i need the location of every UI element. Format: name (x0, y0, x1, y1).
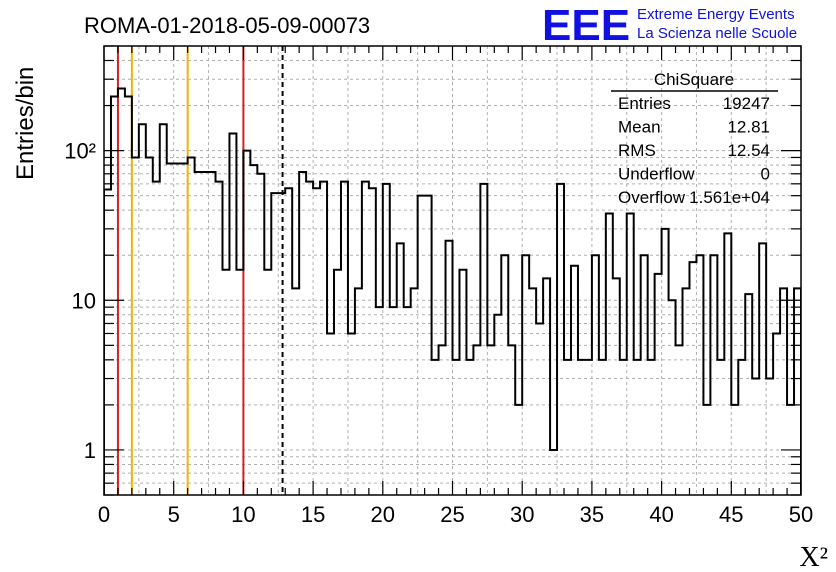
x-tick-label: 35 (580, 502, 604, 527)
y-tick-labels: 1 10 10² (64, 139, 96, 463)
stats-row-value: 12.54 (727, 141, 770, 160)
logo-line2: La Scienza nelle Scuole (637, 25, 797, 42)
marker-lines (116, 46, 284, 495)
stats-row-value: 1.561e+04 (689, 188, 770, 207)
stats-box: ChiSquare Entries 19247 Mean 12.81 RMS 12.54 U… (611, 70, 778, 207)
histogram-series (104, 87, 801, 495)
x-tick-label: 50 (789, 502, 813, 527)
x-tick-label: 0 (98, 502, 110, 527)
x-tick-label: 10 (231, 502, 255, 527)
x-tick-labels: 0 5 10 15 20 25 30 35 40 45 50 (98, 502, 813, 527)
stats-row-value: 19247 (723, 94, 770, 113)
y-tick-label: 1 (84, 438, 96, 463)
y-tick-label: 10² (64, 139, 96, 164)
x-tick-label: 15 (301, 502, 325, 527)
x-tick-label: 45 (719, 502, 743, 527)
x-axis-label: X² (799, 542, 828, 572)
stats-rows: Entries 19247 Mean 12.81 RMS 12.54 Underflow 0 O… (618, 94, 770, 207)
x-tick-label: 25 (440, 502, 464, 527)
stats-row-label: Overflow (618, 188, 686, 207)
logo-mark: EEE (542, 1, 630, 50)
stats-title: ChiSquare (654, 70, 734, 89)
stats-row-value: 0 (761, 165, 770, 184)
stats-row-label: Underflow (618, 165, 695, 184)
stats-row-label: Mean (618, 118, 661, 137)
chart-title: ROMA-01-2018-05-09-00073 (84, 13, 370, 38)
stats-row-label: RMS (618, 141, 656, 160)
x-tick-label: 30 (510, 502, 534, 527)
y-tick-label: 10 (72, 288, 96, 313)
x-tick-label: 5 (168, 502, 180, 527)
stats-row-label: Entries (618, 94, 671, 113)
logo-line1: Extreme Energy Events (637, 6, 795, 23)
axis-ticks (103, 45, 802, 496)
x-tick-label: 20 (371, 502, 395, 527)
x-tick-label: 40 (649, 502, 673, 527)
logo: EEE Extreme Energy Events La Scienza nel… (542, 1, 797, 50)
y-axis-label: Entries/bin (12, 67, 39, 180)
stats-row-value: 12.81 (727, 118, 770, 137)
